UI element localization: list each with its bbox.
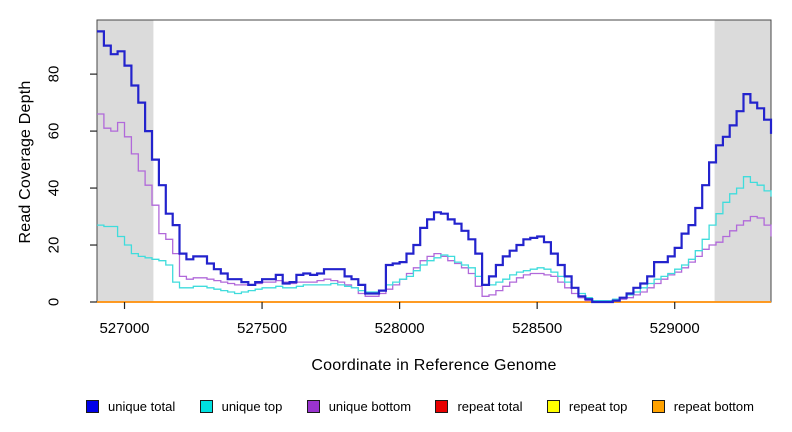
y-tick-label: 0 — [45, 297, 63, 307]
legend-swatch-icon — [86, 400, 99, 413]
legend-label: unique total — [108, 399, 176, 414]
x-tick-label: 527500 — [237, 320, 288, 337]
series-unique-total — [97, 30, 773, 304]
legend-swatch-icon — [651, 400, 665, 413]
legend-label: unique top — [221, 399, 283, 414]
repeat-region-shading — [714, 20, 771, 302]
x-tick-label: 528000 — [374, 320, 425, 337]
legend-label: repeat bottom — [673, 399, 754, 414]
x-tick-label: 529000 — [649, 320, 700, 337]
y-tick-label: 60 — [45, 122, 63, 140]
legend-item: repeat bottom — [651, 399, 754, 414]
legend-item: repeat top — [546, 399, 628, 414]
series-unique-top — [97, 176, 772, 302]
legend-swatch-icon — [199, 400, 213, 413]
legend-label: repeat top — [568, 399, 628, 414]
y-tick-label: 20 — [45, 236, 63, 254]
legend-swatch-icon — [435, 400, 449, 413]
legend: unique total unique top unique bottom repea… — [86, 399, 754, 414]
legend-item: unique total — [86, 399, 175, 414]
legend-label: repeat total — [457, 399, 523, 414]
legend-swatch-icon — [546, 400, 560, 413]
x-tick-label: 528500 — [512, 320, 563, 337]
y-tick-label: 80 — [45, 65, 63, 83]
legend-label: unique bottom — [328, 399, 412, 414]
legend-item: repeat total — [435, 399, 523, 414]
legend-item: unique top — [199, 399, 283, 414]
series-unique-bottom — [97, 113, 772, 302]
legend-item: unique bottom — [306, 399, 412, 414]
legend-swatch-icon — [306, 400, 320, 413]
y-axis-title: Read Coverage Depth — [17, 80, 34, 244]
x-axis-title: Coordinate in Reference Genome — [311, 357, 557, 374]
repeat-region-shading — [97, 20, 154, 302]
x-tick-label: 527000 — [99, 320, 150, 337]
y-tick-label: 40 — [45, 179, 63, 197]
